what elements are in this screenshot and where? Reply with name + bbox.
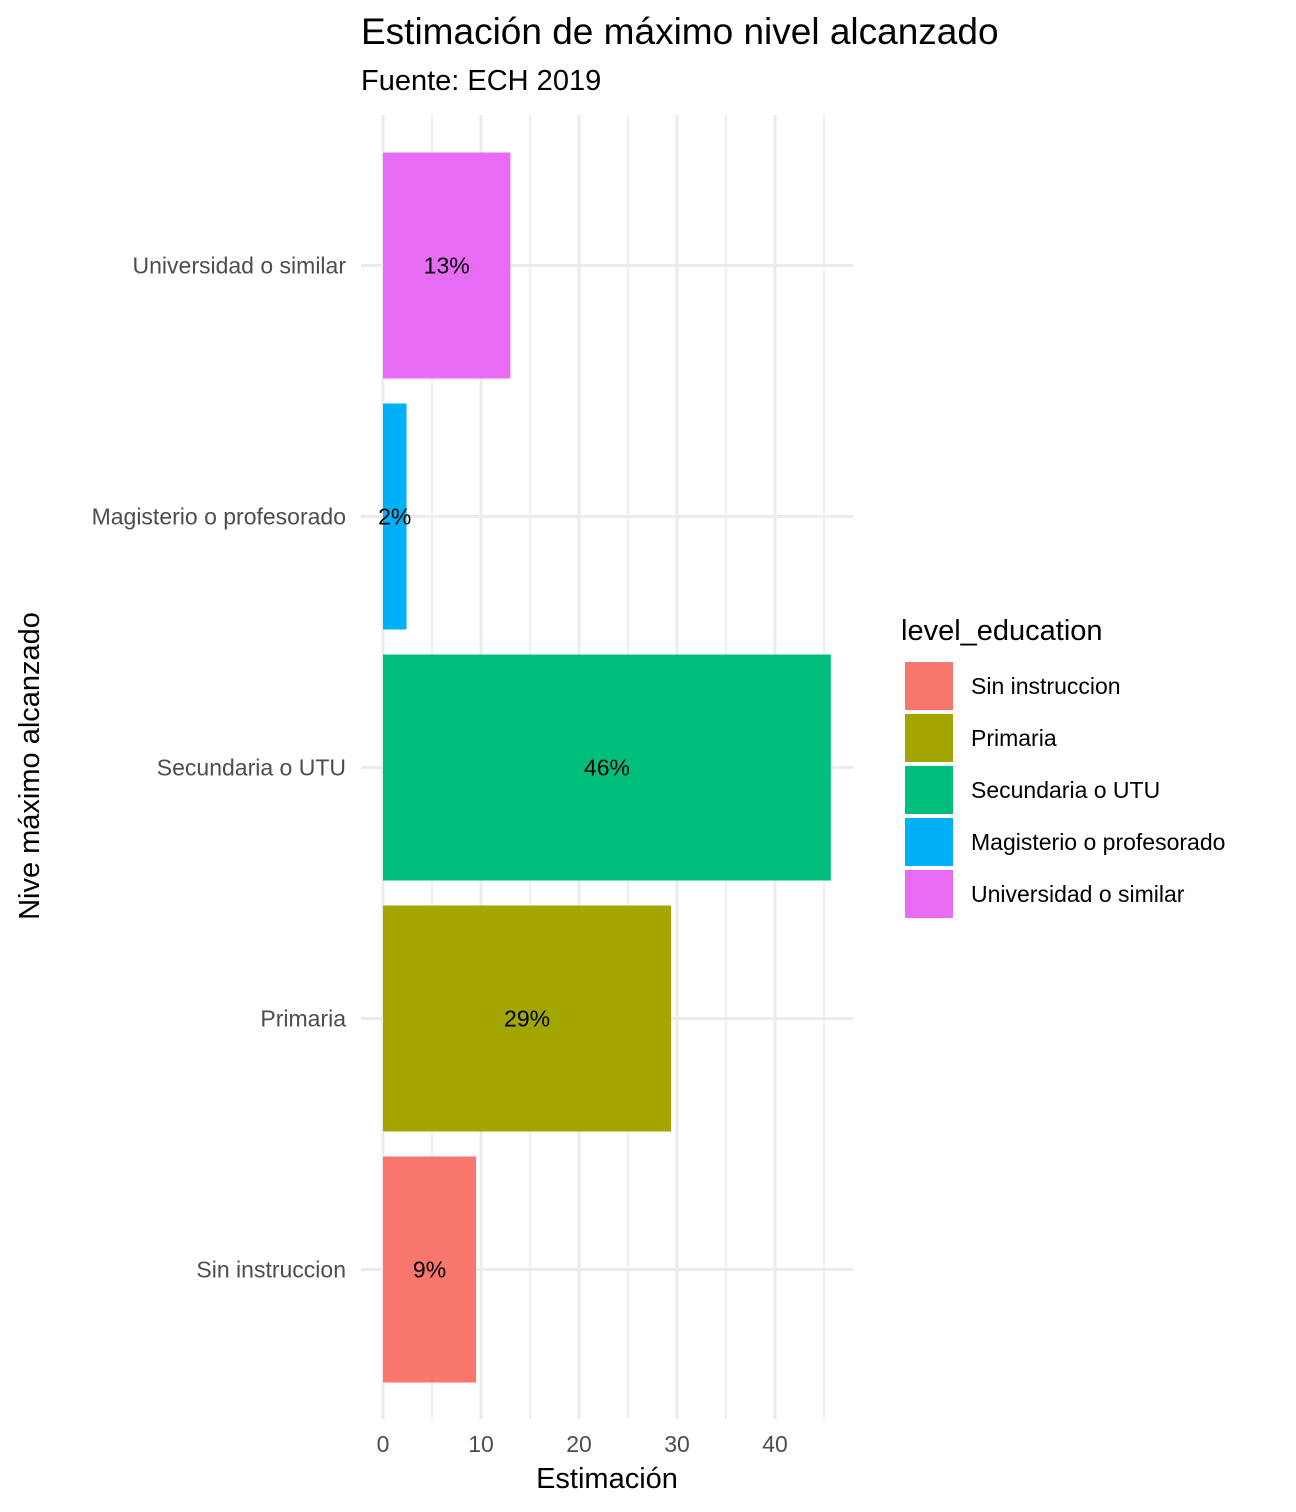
- bar-value-label: 46%: [584, 755, 630, 781]
- legend-key: [905, 818, 953, 866]
- bar: [383, 905, 672, 1132]
- bar: [383, 403, 407, 630]
- x-axis-title: Estimación: [536, 1463, 678, 1495]
- legend-key: [905, 766, 953, 814]
- legend-key: [905, 714, 953, 762]
- legend: level_education Sin instruccion Primaria S…: [901, 615, 1225, 918]
- bar-value-label: 13%: [424, 253, 470, 279]
- y-tick-label: Magisterio o profesorado: [92, 504, 346, 530]
- legend-title: level_education: [901, 615, 1103, 647]
- bar-value-label: 2%: [378, 504, 411, 530]
- bars: [383, 152, 831, 1383]
- legend-label: Sin instruccion: [971, 673, 1121, 699]
- y-axis-ticks: Sin instruccion Primaria Secundaria o UTU M…: [92, 253, 347, 1283]
- y-axis-title: Nive máximo alcanzado: [14, 612, 46, 920]
- legend-key: [905, 870, 953, 918]
- y-tick-label: Sin instruccion: [196, 1257, 346, 1283]
- x-tick-label: 10: [468, 1431, 494, 1457]
- bar: [383, 1156, 477, 1383]
- x-tick-label: 40: [762, 1431, 788, 1457]
- bar: [383, 152, 511, 379]
- legend-label: Universidad o similar: [971, 881, 1185, 907]
- bar: [383, 654, 831, 881]
- x-tick-label: 30: [664, 1431, 690, 1457]
- chart-title: Estimación de máximo nivel alcanzado: [361, 11, 999, 52]
- x-tick-label: 0: [377, 1431, 390, 1457]
- bar-labels: 9% 29% 46% 2% 13%: [378, 253, 630, 1283]
- chart-subtitle: Fuente: ECH 2019: [361, 65, 601, 97]
- x-tick-label: 20: [566, 1431, 592, 1457]
- y-tick-label: Primaria: [260, 1006, 346, 1032]
- legend-label: Magisterio o profesorado: [971, 829, 1225, 855]
- bar-value-label: 9%: [413, 1257, 446, 1283]
- bar-value-label: 29%: [504, 1006, 550, 1032]
- x-axis-ticks: 0 10 20 30 40: [377, 1431, 788, 1457]
- legend-label: Secundaria o UTU: [971, 777, 1160, 803]
- legend-label: Primaria: [971, 725, 1057, 751]
- y-tick-label: Universidad o similar: [133, 253, 347, 279]
- legend-key: [905, 662, 953, 710]
- y-tick-label: Secundaria o UTU: [157, 755, 346, 781]
